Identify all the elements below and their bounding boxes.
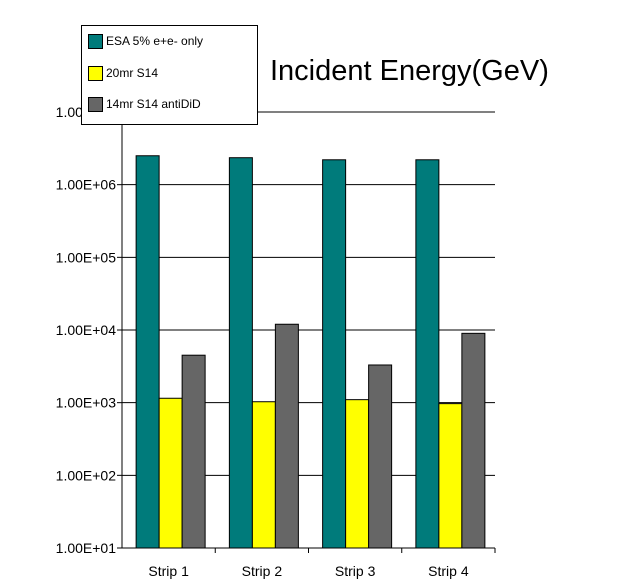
legend-item-14mr: 14mr S14 antiDiD: [88, 94, 201, 114]
bars: [135, 155, 486, 549]
bar-20mr: [438, 403, 463, 549]
x-tick-label: Strip 2: [242, 563, 283, 579]
bar-20mr: [345, 399, 370, 549]
legend-swatch-14mr: [88, 96, 103, 112]
legend-label-esa: ESA 5% e+e- only: [106, 34, 204, 48]
y-tick-label: 1.00E+05: [56, 249, 117, 265]
legend-label-14mr: 14mr S14 antiDiD: [106, 97, 201, 111]
bar-14mr: [274, 323, 299, 549]
x-tick-label: Strip 3: [335, 563, 376, 579]
bar-14mr: [461, 332, 486, 549]
y-tick-label: 1.00E+06: [56, 177, 117, 193]
legend-swatch-esa: [88, 33, 103, 49]
bar-esa: [228, 157, 253, 549]
x-tick-label: Strip 4: [428, 563, 469, 579]
bar-20mr: [251, 401, 276, 549]
bar-esa: [415, 159, 440, 549]
legend-item-esa: ESA 5% e+e- only: [88, 31, 203, 51]
bar-esa: [322, 159, 347, 549]
legend-label-20mr: 20mr S14: [106, 66, 159, 80]
y-tick-label: 1.00E+04: [56, 322, 117, 338]
x-tick-labels: Strip 1 Strip 2 Strip 3 Strip 4: [148, 563, 468, 579]
legend-item-20mr: 20mr S14: [88, 63, 158, 83]
bar-14mr: [181, 354, 206, 549]
bar-esa: [135, 155, 160, 549]
x-tick-label: Strip 1: [148, 563, 189, 579]
legend: ESA 5% e+e- only 20mr S14 14mr S14 antiD…: [81, 25, 258, 125]
axes: [117, 111, 496, 553]
bar-20mr: [158, 397, 183, 549]
y-tick-labels: 1.00E+01 1.00E+02 1.00E+03 1.00E+04 1.00E+05…: [56, 104, 117, 556]
legend-swatch-20mr: [88, 65, 103, 81]
bar-14mr: [368, 364, 393, 549]
chart-title: Incident Energy(GeV): [270, 55, 549, 87]
y-tick-label: 1.00E+02: [56, 467, 117, 483]
y-tick-label: 1.00E+01: [56, 540, 117, 556]
y-tick-label: 1.00E+03: [56, 395, 117, 411]
